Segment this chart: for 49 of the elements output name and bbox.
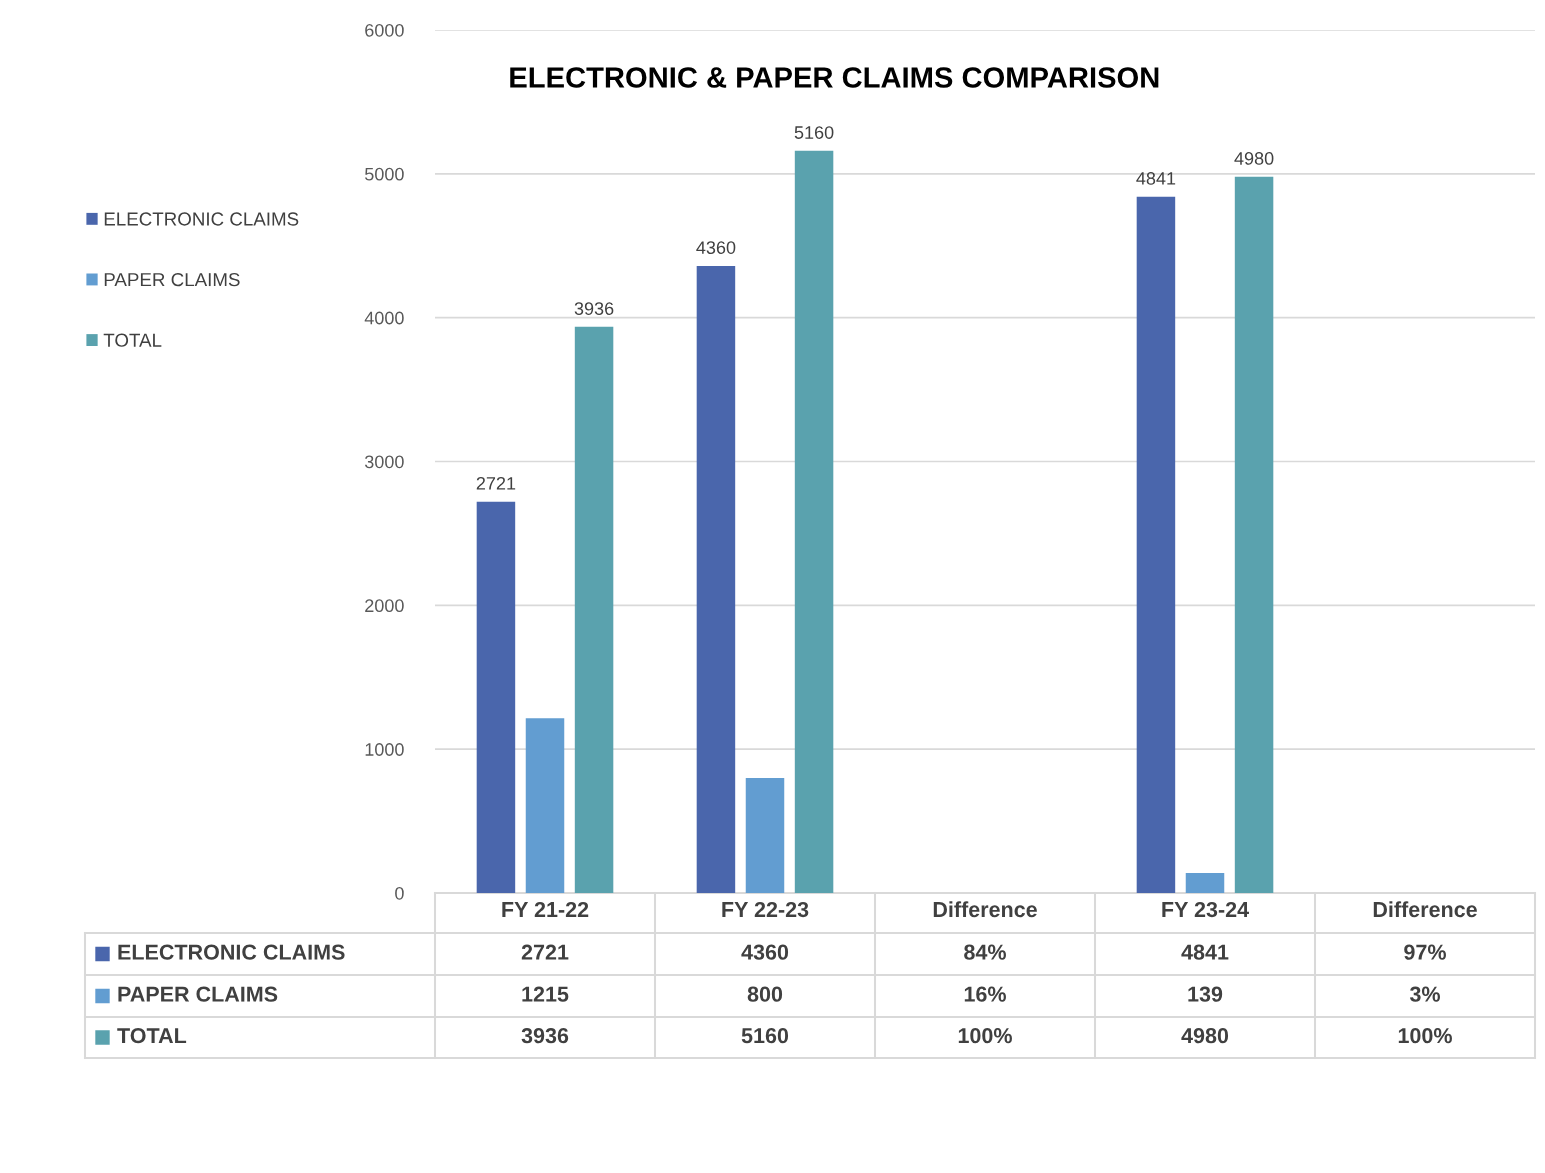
bar bbox=[794, 150, 834, 893]
data-label: 4841 bbox=[1136, 172, 1176, 185]
y-tick-label: 6000 bbox=[365, 23, 404, 37]
y-tick-label: 4000 bbox=[364, 311, 404, 325]
y-tick-label: 3000 bbox=[364, 455, 404, 469]
text: 4841 bbox=[1181, 944, 1229, 960]
data-label: 4980 bbox=[1234, 152, 1274, 165]
x-tick-label: FY 21-22 bbox=[502, 901, 589, 917]
legend-label: PAPER CLAIMS bbox=[118, 986, 278, 1002]
x-tick-label: Difference bbox=[933, 901, 1037, 918]
y-tick-label: 0 bbox=[395, 886, 404, 900]
bar bbox=[574, 326, 614, 893]
bar bbox=[745, 777, 785, 893]
data-label: 2721 bbox=[476, 476, 516, 490]
data-label: 5160 bbox=[794, 126, 834, 139]
bar bbox=[1185, 873, 1225, 893]
text: 5160 bbox=[741, 1028, 789, 1044]
text: 1215 bbox=[522, 986, 569, 1002]
text: 4980 bbox=[1181, 1028, 1229, 1044]
y-tick-label: 1000 bbox=[365, 743, 404, 756]
text: ELECTRONIC CLAIMS bbox=[104, 212, 299, 226]
text: 3% bbox=[1409, 986, 1440, 1002]
text: 100% bbox=[1398, 1028, 1452, 1044]
text: PAPER CLAIMS bbox=[104, 272, 240, 287]
text: 139 bbox=[1188, 986, 1223, 1002]
text: 800 bbox=[747, 986, 783, 1002]
bar bbox=[476, 501, 516, 893]
legend-label: ELECTRONIC CLAIMS bbox=[118, 944, 345, 960]
x-tick-label: FY 22-23 bbox=[722, 901, 809, 918]
data-label: 3936 bbox=[574, 302, 614, 315]
bar bbox=[525, 718, 565, 893]
text: TOTAL bbox=[103, 333, 162, 347]
y-tick-label: 5000 bbox=[365, 167, 404, 181]
data-label: 4360 bbox=[696, 241, 736, 254]
x-tick-label: FY 23-24 bbox=[1162, 901, 1249, 918]
legend-label: TOTAL bbox=[117, 1028, 187, 1044]
text: 3936 bbox=[521, 1028, 569, 1044]
bar bbox=[1234, 176, 1274, 893]
text: 84% bbox=[964, 944, 1006, 960]
text: 97% bbox=[1404, 944, 1446, 960]
text: ELECTRONIC & PAPER CLAIMS COMPARISON bbox=[510, 67, 1159, 88]
text: 16% bbox=[964, 986, 1006, 1002]
text: 4360 bbox=[741, 944, 789, 960]
text: 100% bbox=[958, 1028, 1012, 1044]
bar bbox=[696, 265, 736, 893]
text: 2721 bbox=[521, 944, 569, 960]
y-tick-label: 2000 bbox=[365, 599, 404, 613]
x-tick-label: Difference bbox=[1373, 901, 1477, 918]
bar bbox=[1136, 196, 1176, 893]
